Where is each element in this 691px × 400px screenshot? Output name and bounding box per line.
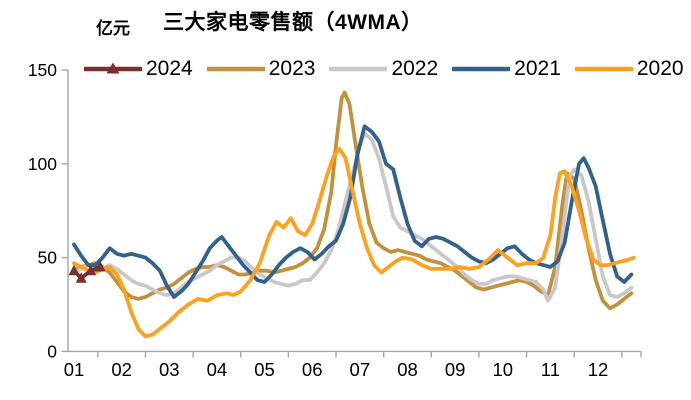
x-tick-label: 08 xyxy=(397,359,418,380)
x-tick-label: 01 xyxy=(64,359,85,380)
series-marker-2024 xyxy=(85,264,97,276)
chart-title: 三大家电零售额（4WMA） xyxy=(163,11,423,34)
x-tick-label: 11 xyxy=(541,359,560,380)
x-tick-label: 09 xyxy=(445,359,466,380)
legend-line-icon xyxy=(452,66,511,72)
y-tick-label: 150 xyxy=(28,60,57,80)
legend-line-icon xyxy=(329,66,388,72)
series-marker-2024 xyxy=(75,272,87,283)
legend-item-2023: 2023 xyxy=(206,57,316,80)
x-tick-label: 03 xyxy=(159,359,180,380)
x-tick-label: 04 xyxy=(207,359,228,380)
y-tick-label: 100 xyxy=(28,154,57,174)
y-axis-unit-label: 亿元 xyxy=(96,19,130,38)
series-line-2022 xyxy=(72,131,634,303)
series-line-2021 xyxy=(72,124,634,299)
legend-label: 2021 xyxy=(514,57,561,80)
x-tick-label: 10 xyxy=(492,359,513,380)
x-tick-label: 12 xyxy=(588,359,609,380)
series-marker-2024 xyxy=(94,260,106,272)
legend-line-triangle-icon xyxy=(84,62,142,74)
legend-item-2022: 2022 xyxy=(329,58,438,80)
title-row: 亿元 三大家电零售额（4WMA） xyxy=(0,0,691,40)
y-tick-label: 50 xyxy=(38,248,58,268)
legend-line-icon xyxy=(206,66,265,72)
x-tick-label: 07 xyxy=(350,359,371,380)
x-tick-label: 06 xyxy=(302,359,323,380)
series-marker-2024 xyxy=(68,264,80,276)
y-tick-label: 0 xyxy=(47,341,57,361)
legend-item-2024: 2024 xyxy=(84,58,193,80)
x-tick-label: 02 xyxy=(111,359,132,380)
series-line-2020 xyxy=(72,146,636,339)
legend: 2024 2023 2022 2021 2020 xyxy=(84,57,691,81)
legend-item-2020: 2020 xyxy=(574,57,684,80)
legend-label: 2022 xyxy=(391,57,439,80)
legend-label: 2020 xyxy=(636,57,684,80)
legend-item-2021: 2021 xyxy=(452,58,561,80)
x-tick-label: 05 xyxy=(254,359,275,380)
legend-line-icon xyxy=(574,66,633,72)
legend-label: 2024 xyxy=(146,57,193,80)
legend-label: 2023 xyxy=(268,57,316,80)
